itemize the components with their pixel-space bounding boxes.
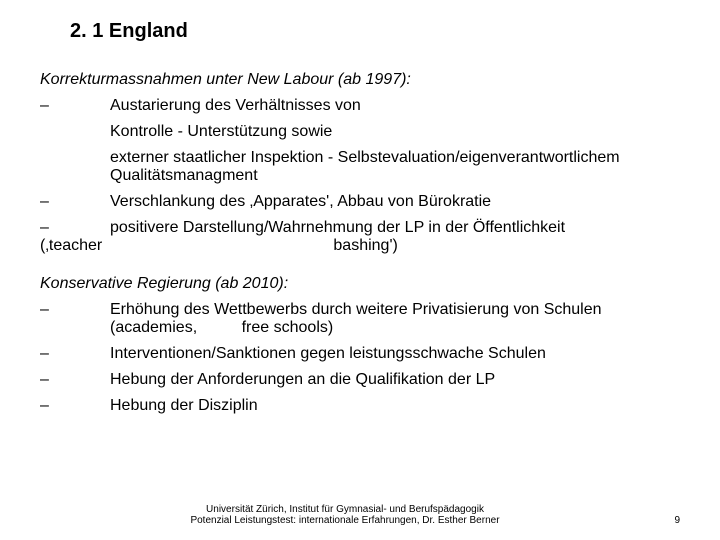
footer-text: Universität Zürich, Institut für Gymnasi… (40, 504, 650, 526)
bullet-text: Hebung der Disziplin (110, 397, 680, 415)
footer: Universität Zürich, Institut für Gymnasi… (0, 504, 720, 526)
bullet-continuation: Kontrolle - Unterstützung sowie (110, 123, 680, 141)
bullet-row: – Hebung der Disziplin (40, 397, 680, 415)
footer-line-2: Potenzial Leistungstest: internationale … (40, 515, 650, 526)
slide-title: 2. 1 England (70, 20, 680, 43)
bullet-row: – Interventionen/Sanktionen gegen leistu… (40, 345, 680, 363)
dash-icon: – (40, 345, 110, 363)
section-1: Korrekturmassnahmen unter New Labour (ab… (40, 71, 680, 255)
dash-icon: – (40, 219, 110, 237)
bullet-text: Verschlankung des ‚Apparates', Abbau von… (110, 193, 680, 211)
dash-icon: – (40, 371, 110, 389)
bullet-text: Austarierung des Verhältnisses von (110, 97, 680, 115)
section-2-heading: Konservative Regierung (ab 2010): (40, 275, 680, 293)
section-1-heading: Korrekturmassnahmen unter New Labour (ab… (40, 71, 680, 89)
page-number: 9 (650, 515, 680, 526)
dash-icon: – (40, 193, 110, 211)
bullet-text: positivere Darstellung/Wahrnehmung der L… (110, 219, 680, 237)
bullet-row: – Hebung der Anforderungen an die Qualif… (40, 371, 680, 389)
footer-line-1: Universität Zürich, Institut für Gymnasi… (40, 504, 650, 515)
bullet-row: – positivere Darstellung/Wahrnehmung der… (40, 219, 680, 237)
dash-icon: – (40, 97, 110, 115)
bullet-text: Hebung der Anforderungen an die Qualifik… (110, 371, 680, 389)
dash-icon: – (40, 301, 110, 337)
section-2: Konservative Regierung (ab 2010): – Erhö… (40, 275, 680, 415)
bullet-row: – Austarierung des Verhältnisses von (40, 97, 680, 115)
bullet-row: – Erhöhung des Wettbewerbs durch weitere… (40, 301, 680, 337)
bullet-text: Interventionen/Sanktionen gegen leistung… (110, 345, 680, 363)
slide: 2. 1 England Korrekturmassnahmen unter N… (0, 0, 720, 540)
dash-icon: – (40, 397, 110, 415)
bullet-continuation: externer staatlicher Inspektion - Selbst… (110, 149, 680, 185)
bullet-continuation: (‚teacher bashing') (40, 237, 680, 255)
bullet-row: – Verschlankung des ‚Apparates', Abbau v… (40, 193, 680, 211)
bullet-text: Erhöhung des Wettbewerbs durch weitere P… (110, 301, 680, 337)
